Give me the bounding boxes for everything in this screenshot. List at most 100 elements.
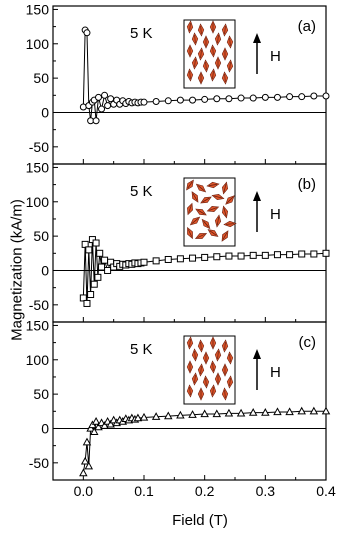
data-point (261, 251, 269, 259)
particle-18 (209, 68, 217, 82)
data-point (189, 96, 197, 104)
particle-4 (191, 32, 199, 46)
data-point (213, 95, 221, 103)
data-point (285, 407, 294, 416)
particle-12 (191, 372, 199, 386)
data-point (92, 239, 100, 247)
y-tick-label: 100 (26, 36, 50, 52)
field-arrow-head (253, 349, 261, 359)
particle-4 (191, 191, 199, 203)
particle-13 (202, 59, 210, 73)
particle-axis (229, 37, 231, 47)
data-point (90, 427, 99, 436)
particle-14 (214, 56, 222, 70)
particle-17 (194, 233, 208, 239)
data-point (249, 251, 257, 259)
y-axis-label: Magnetization (kA/m) (8, 199, 26, 341)
particle-9 (197, 363, 205, 377)
data-point (79, 468, 88, 477)
particle-0 (186, 20, 194, 34)
x-tick-label: 0.0 (74, 483, 94, 499)
particle-axis (214, 195, 222, 199)
data-point (164, 411, 173, 420)
temperature-annotation: 5 K (130, 183, 153, 200)
particle-axis (200, 365, 202, 375)
field-arrow-label: H (270, 48, 281, 65)
x-axis-label: Field (T) (172, 512, 228, 529)
data-point (176, 96, 184, 104)
particle-axis (223, 208, 227, 216)
data-point (92, 117, 100, 125)
data-point (106, 419, 115, 428)
data-point (133, 413, 143, 422)
x-tick-label: 0.2 (195, 483, 215, 499)
particle-axis (197, 233, 205, 239)
inset-panel-1 (183, 177, 237, 247)
particle-3 (221, 339, 229, 353)
particle-14 (214, 372, 222, 386)
particle-15 (226, 375, 234, 389)
data-point (237, 252, 245, 260)
y-tick-label: 0 (41, 420, 49, 436)
data-point (80, 456, 90, 465)
data-point (81, 240, 89, 248)
y-tick-label: 100 (26, 352, 50, 368)
particle-axis (205, 377, 207, 387)
x-tick-label: 0.1 (134, 483, 154, 499)
data-point (286, 251, 294, 259)
particle-axis (200, 341, 202, 351)
particle-10 (209, 44, 217, 58)
particle-axis (194, 58, 196, 68)
particle-3 (221, 23, 229, 37)
data-point (213, 253, 221, 261)
y-tick-label: 50 (33, 70, 49, 86)
particle-axis (194, 350, 196, 360)
data-point (83, 29, 91, 37)
particle-1 (197, 339, 205, 353)
data-point (164, 255, 172, 263)
particle-17 (197, 387, 205, 401)
data-point (96, 249, 104, 257)
particle-axis (223, 184, 227, 192)
particle-9 (197, 47, 205, 61)
particle-axis (212, 46, 214, 56)
data-point (188, 410, 197, 418)
particle-axis (229, 377, 231, 387)
series-line (82, 239, 327, 304)
particle-2 (206, 181, 220, 189)
particle-axis (197, 209, 205, 215)
particle-axis (216, 216, 220, 226)
y-tick-label: -50 (29, 455, 49, 471)
particle-axis (202, 197, 210, 203)
particle-axis (229, 353, 231, 363)
data-point (261, 93, 269, 101)
data-point (322, 92, 330, 100)
data-point (309, 406, 319, 415)
particle-1 (197, 23, 205, 37)
data-point (84, 461, 94, 470)
field-arrow-label: H (270, 206, 281, 223)
y-tick-label: 150 (26, 317, 50, 333)
data-point (298, 250, 306, 258)
particle-axis (197, 185, 205, 191)
particle-axis (205, 61, 207, 71)
particle-8 (186, 44, 194, 58)
particle-axis (187, 229, 193, 237)
particle-18 (209, 384, 217, 398)
data-point (286, 93, 294, 101)
plot-frame (52, 321, 327, 481)
particle-17 (197, 71, 205, 85)
particle-10 (209, 360, 217, 374)
y-tick-label: 0 (41, 104, 49, 120)
y-tick-label: 150 (26, 1, 50, 17)
data-point (297, 406, 306, 415)
data-point (79, 294, 87, 302)
particle-7 (226, 351, 234, 365)
panel-label: (b) (298, 176, 316, 193)
particle-18 (207, 229, 219, 237)
data-point (139, 412, 149, 421)
particle-3 (221, 181, 229, 195)
data-point (101, 256, 109, 264)
particle-16 (186, 384, 194, 398)
